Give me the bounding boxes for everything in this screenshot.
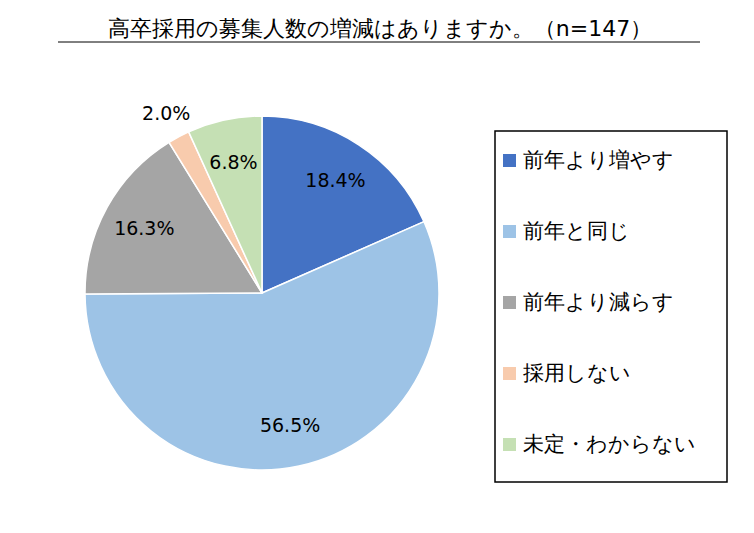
legend-label: 採用しない	[523, 361, 631, 385]
data-label: 16.3%	[114, 217, 174, 239]
legend: 前年より増やす前年と同じ前年より減らす採用しない未定・わからない	[495, 131, 727, 482]
slices	[85, 116, 439, 470]
legend-label: 前年より減らす	[523, 290, 674, 314]
background	[0, 0, 754, 533]
legend-box	[495, 131, 727, 482]
data-label: 6.8%	[209, 151, 257, 173]
chart: 高卒採用の募集人数の増減はありますか。（n=147） 18.4% 56.5% 16.3…	[0, 0, 754, 533]
title-underline	[58, 42, 700, 43]
data-label: 2.0%	[142, 102, 190, 124]
legend-label: 前年と同じ	[523, 219, 630, 243]
legend-label: 前年より増やす	[523, 148, 674, 172]
title: 高卒採用の募集人数の増減はありますか。（n=147）	[108, 16, 652, 41]
legend-swatch	[503, 367, 516, 380]
legend-swatch	[503, 154, 516, 167]
pie-slice	[189, 116, 262, 293]
legend-swatch	[503, 296, 516, 309]
legend-swatch	[503, 438, 516, 451]
legend-swatch	[503, 225, 516, 238]
legend-label: 未定・わからない	[523, 432, 696, 456]
data-label: 56.5%	[260, 414, 320, 436]
data-label: 18.4%	[305, 169, 365, 191]
